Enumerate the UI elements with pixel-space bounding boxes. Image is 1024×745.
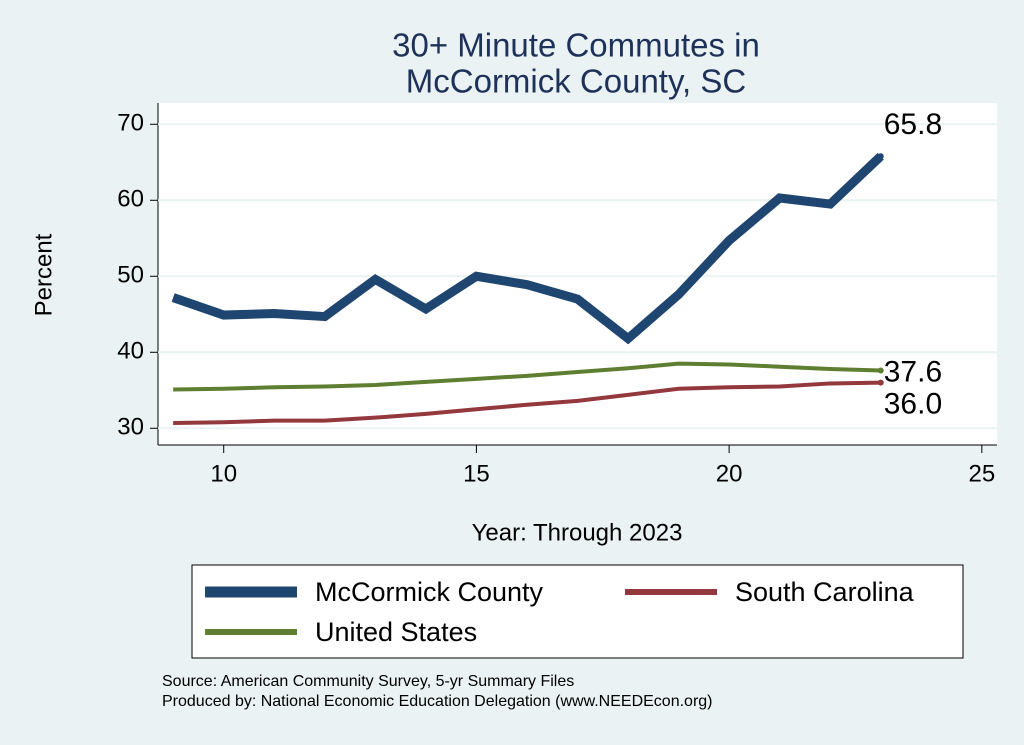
source-note: Produced by: National Economic Education… — [162, 693, 713, 710]
end-point — [877, 153, 884, 160]
y-axis-label: Percent — [30, 233, 57, 316]
data-label: 36.0 — [884, 388, 942, 421]
chart-title: 30+ Minute Commutes in — [392, 27, 760, 64]
plot-area — [158, 103, 997, 445]
legend — [191, 564, 964, 659]
y-tick-label: 70 — [117, 110, 144, 137]
x-tick-label: 25 — [968, 460, 995, 487]
chart-title: McCormick County, SC — [406, 63, 746, 100]
end-point — [877, 379, 884, 386]
end-point — [877, 367, 884, 374]
data-label: 37.6 — [884, 355, 942, 388]
x-axis-label: Year: Through 2023 — [472, 519, 683, 546]
legend-label: South Carolina — [735, 577, 915, 607]
x-tick-label: 10 — [210, 460, 237, 487]
legend-label: McCormick County — [315, 577, 544, 607]
source-note: Source: American Community Survey, 5-yr … — [162, 673, 574, 690]
y-tick-label: 60 — [117, 186, 144, 213]
data-label: 65.8 — [884, 108, 942, 141]
series-line — [171, 152, 884, 345]
series-line — [173, 361, 881, 392]
y-tick-label: 30 — [117, 414, 144, 441]
legend-label: United States — [315, 617, 477, 647]
y-tick-label: 40 — [117, 338, 144, 365]
x-tick-label: 20 — [716, 460, 743, 487]
y-tick-label: 50 — [117, 262, 144, 289]
x-tick-label: 15 — [463, 460, 490, 487]
series-line — [173, 380, 881, 425]
